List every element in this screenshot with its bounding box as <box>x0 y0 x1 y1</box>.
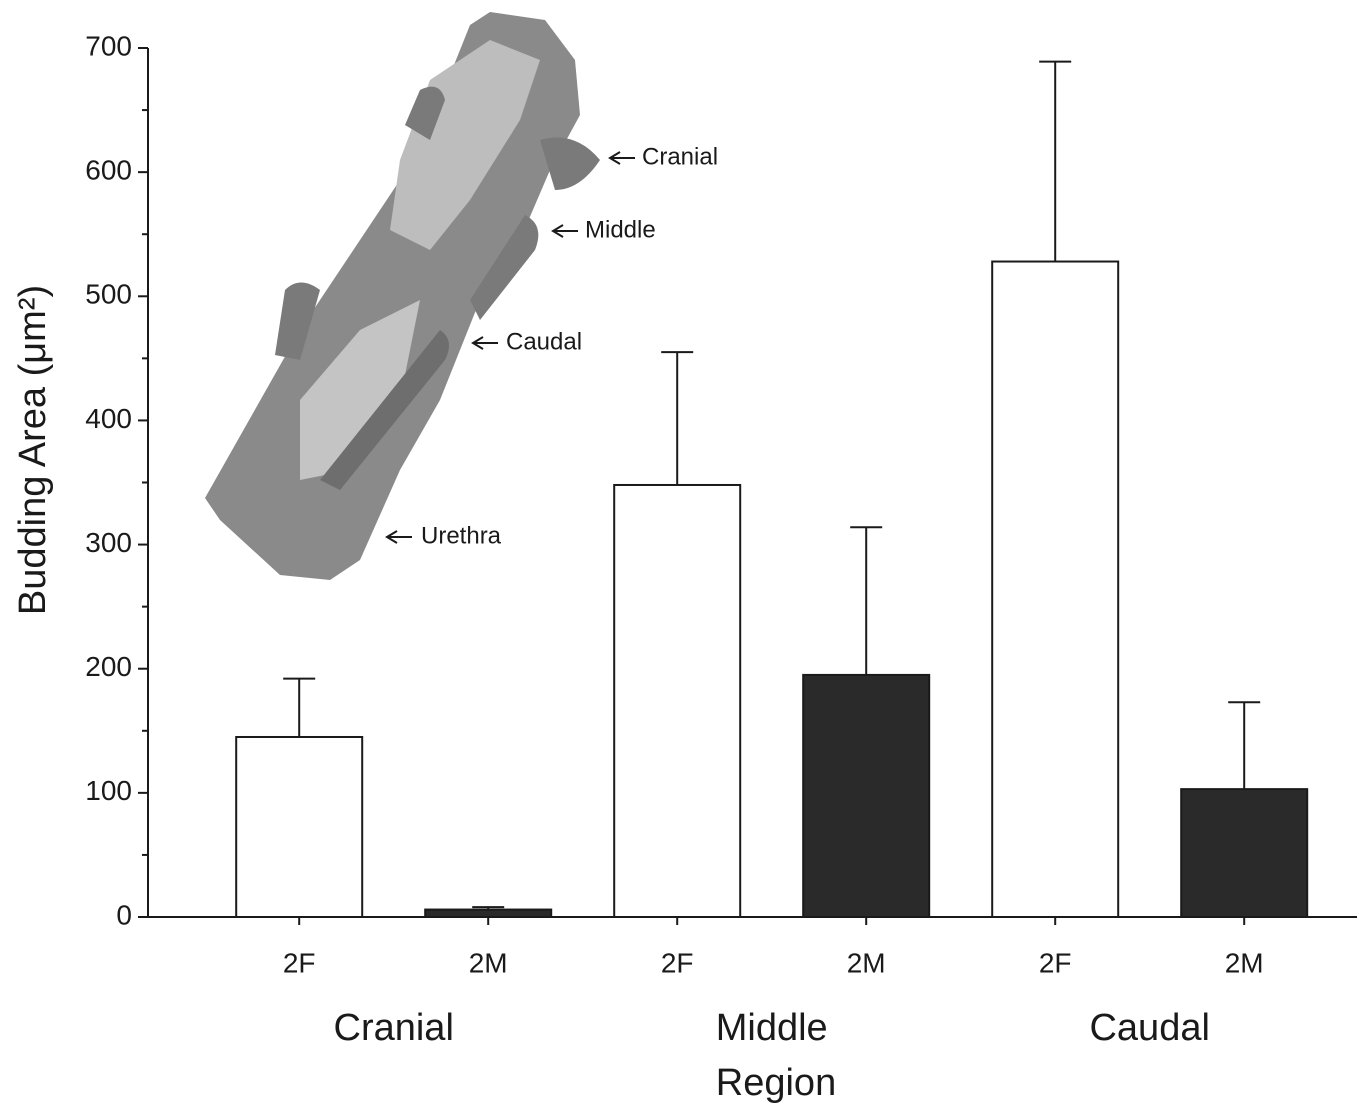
bar <box>1181 789 1307 917</box>
chart: Budding Area (μm²) Region 0 100 200 300 400 5… <box>0 0 1359 1111</box>
annotation: Cranial <box>642 143 718 170</box>
y-tick-label: 300 <box>85 527 132 558</box>
group-label: Cranial <box>334 1007 454 1049</box>
x-tick-label: 2M <box>1225 947 1264 978</box>
annotation: Caudal <box>506 328 582 355</box>
annotation: Urethra <box>421 522 502 549</box>
x-tick-label: 2F <box>661 947 694 978</box>
group-label: Middle <box>716 1007 828 1049</box>
bar <box>992 262 1118 917</box>
bar <box>614 485 740 917</box>
x-tick-label: 2M <box>847 947 886 978</box>
x-tick-label: 2M <box>469 947 508 978</box>
annotation: Middle <box>585 216 656 243</box>
x-tick-label: 2F <box>283 947 316 978</box>
y-tick-label: 200 <box>85 651 132 682</box>
bar <box>803 675 929 917</box>
inset-image <box>205 12 635 580</box>
bar <box>425 910 551 917</box>
y-tick-label: 100 <box>85 775 132 806</box>
x-tick-label: 2F <box>1039 947 1072 978</box>
y-tick-label: 500 <box>85 279 132 310</box>
y-tick-label: 0 <box>116 899 132 930</box>
y-axis-label: Budding Area (μm²) <box>12 285 54 615</box>
y-tick-label: 700 <box>85 30 132 61</box>
y-tick-label: 600 <box>85 155 132 186</box>
x-axis-label: Region <box>716 1062 836 1104</box>
group-label: Caudal <box>1089 1007 1209 1049</box>
bar <box>236 737 362 917</box>
y-tick-label: 400 <box>85 403 132 434</box>
